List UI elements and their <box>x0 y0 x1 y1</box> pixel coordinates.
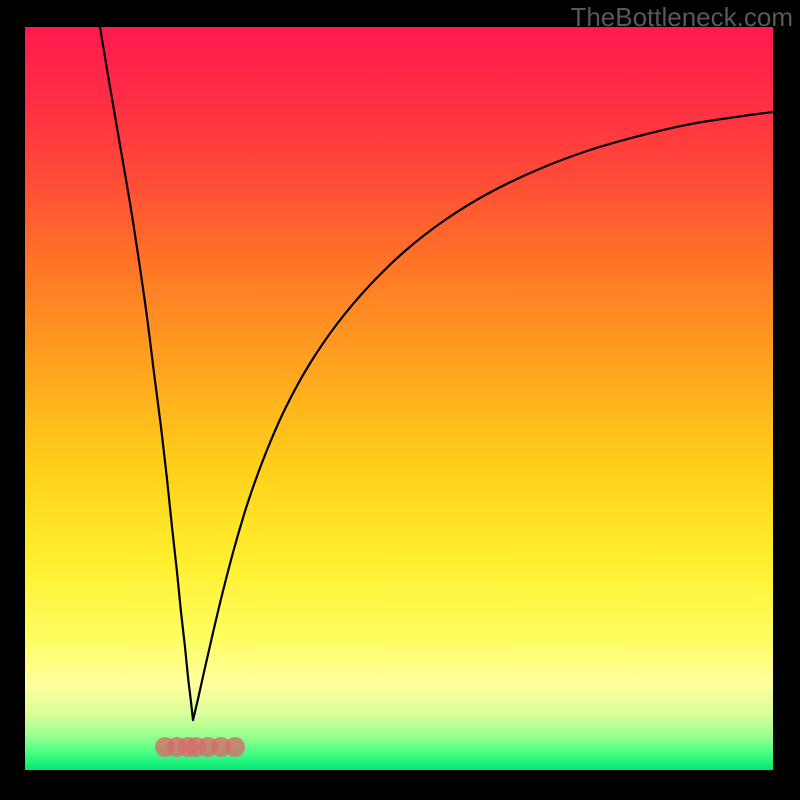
outer-frame: TheBottleneck.com <box>0 0 800 800</box>
bottleneck-curve-right <box>193 112 773 720</box>
bottom-marker <box>225 737 245 757</box>
watermark-text: TheBottleneck.com <box>570 2 793 33</box>
plot-area <box>25 27 773 770</box>
bottom-marker-group <box>155 737 245 757</box>
bottleneck-curve-left <box>100 27 193 720</box>
curve-layer <box>25 27 773 770</box>
